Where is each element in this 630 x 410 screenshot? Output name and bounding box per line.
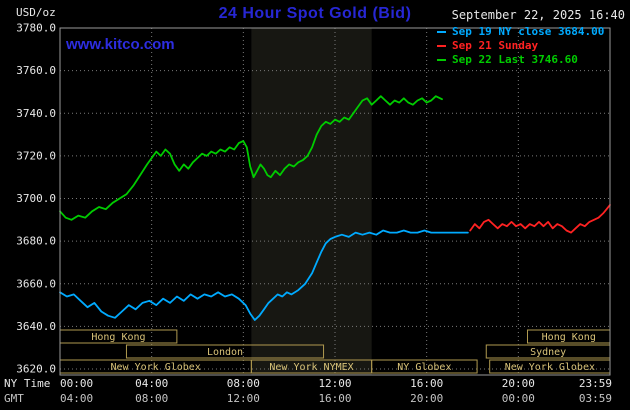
price-units-label: USD/oz <box>16 6 56 19</box>
session-label: New York Globex <box>505 362 595 373</box>
x-axis-ny-tick-label: 23:59 <box>579 377 612 390</box>
session-label: London <box>207 347 243 358</box>
ny-time-axis-label: NY Time <box>4 377 50 390</box>
session-box <box>125 344 325 359</box>
x-axis-gmt-tick-label: 12:00 <box>227 392 260 405</box>
series-line-sep21 <box>469 203 611 234</box>
y-axis-tick-label: 3740.0 <box>16 107 56 120</box>
session-label: Hong Kong <box>542 332 596 343</box>
session-label: New York Globex <box>111 362 201 373</box>
session-label: Hong Kong <box>91 332 145 343</box>
plot-border <box>59 27 611 376</box>
legend-item-0: Sep 19 NY close 3684.00 <box>437 25 604 39</box>
y-axis-tick-label: 3620.0 <box>16 363 56 376</box>
legend-color-dash <box>437 59 446 61</box>
session-label: Sydney <box>530 347 566 358</box>
nymex-session-shading <box>251 28 372 375</box>
legend-item-label: Sep 22 Last 3746.60 <box>452 53 578 66</box>
y-axis-tick-label: 3760.0 <box>16 64 56 77</box>
session-box <box>371 359 478 374</box>
y-axis-tick-label: 3680.0 <box>16 235 56 248</box>
datetime-label: September 22, 2025 16:40 <box>451 8 625 22</box>
x-axis-gmt-tick-label: 20:00 <box>410 392 443 405</box>
chart-legend: Sep 19 NY close 3684.00 Sep 21 Sunday Sep … <box>437 25 604 67</box>
x-axis-gmt-tick-label: 04:00 <box>60 392 93 405</box>
x-axis-ny-tick-label: 16:00 <box>410 377 443 390</box>
y-axis-tick-label: 3660.0 <box>16 277 56 290</box>
legend-color-dash <box>437 45 446 47</box>
x-axis-ny-tick-label: 12:00 <box>318 377 351 390</box>
x-axis-gmt-tick-label: 08:00 <box>135 392 168 405</box>
legend-color-dash <box>437 31 446 33</box>
legend-item-1: Sep 21 Sunday <box>437 39 604 53</box>
session-label: NY Globex <box>397 362 451 373</box>
legend-item-label: Sep 21 Sunday <box>452 39 539 52</box>
x-axis-ny-tick-label: 20:00 <box>502 377 535 390</box>
x-axis-gmt-tick-label: 16:00 <box>318 392 351 405</box>
y-axis-tick-label: 3640.0 <box>16 320 56 333</box>
y-axis-tick-label: 3700.0 <box>16 192 56 205</box>
session-label: New York NYMEX <box>269 362 353 373</box>
gmt-axis-label: GMT <box>4 392 24 405</box>
x-axis-ny-tick-label: 08:00 <box>227 377 260 390</box>
x-axis-gmt-tick-label: 03:59 <box>579 392 612 405</box>
x-axis-gmt-tick-label: 00:00 <box>502 392 535 405</box>
y-axis-tick-label: 3780.0 <box>16 22 56 35</box>
series-line-sep22 <box>59 95 443 221</box>
chart-title: 24 Hour Spot Gold (Bid) <box>218 5 412 22</box>
series-line-sep19 <box>59 229 469 321</box>
legend-item-2: Sep 22 Last 3746.60 <box>437 53 604 67</box>
kitco-watermark-link[interactable]: www.kitco.com <box>66 36 175 53</box>
x-axis-ny-tick-label: 00:00 <box>60 377 93 390</box>
y-axis-tick-label: 3720.0 <box>16 149 56 162</box>
legend-item-label: Sep 19 NY close 3684.00 <box>452 25 605 38</box>
x-axis-ny-tick-label: 04:00 <box>135 377 168 390</box>
